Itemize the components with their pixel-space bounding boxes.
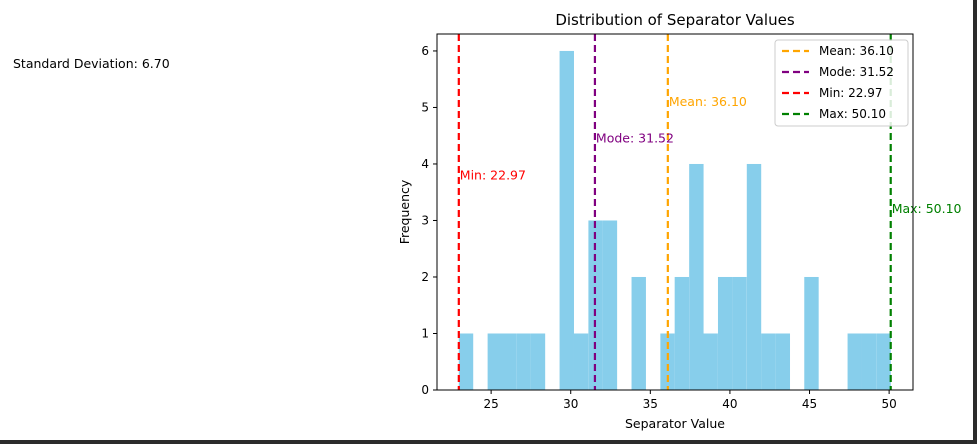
histogram-bar [660, 333, 675, 390]
histogram-bar [530, 333, 546, 390]
x-tick-label: 30 [563, 397, 578, 411]
histogram-bar [689, 163, 704, 390]
y-tick-label: 6 [421, 44, 429, 58]
y-tick-label: 4 [421, 157, 429, 171]
y-tick-label: 3 [421, 213, 429, 227]
histogram-bar [458, 333, 474, 390]
y-tick-label: 2 [421, 270, 429, 284]
plot-frame [436, 33, 914, 391]
x-tick-label: 50 [881, 397, 896, 411]
legend-entry: Max: 50.10 [819, 107, 886, 121]
histogram-bar [775, 333, 791, 390]
y-axis-label: Frequency [397, 179, 412, 244]
y-tick-label: 5 [421, 100, 429, 114]
histogram-bar [487, 333, 503, 390]
legend-entry: Mode: 31.52 [819, 65, 894, 79]
histogram-bar [559, 50, 574, 390]
x-axis-label: Separator Value [625, 416, 725, 431]
y-tick-label: 0 [421, 383, 429, 397]
reference-line-label: Mean: 36.10 [669, 94, 747, 109]
legend-box [774, 39, 909, 127]
std-dev-text: Standard Deviation: 6.70 [13, 56, 170, 71]
x-tick-label: 45 [802, 397, 817, 411]
histogram-bars [458, 50, 891, 390]
histogram-bar [516, 333, 531, 390]
x-tick-label: 25 [483, 397, 498, 411]
reference-line-label: Mode: 31.52 [596, 131, 674, 146]
chart-title: Distribution of Separator Values [555, 11, 795, 29]
x-tick-label: 40 [722, 397, 737, 411]
histogram-bar [588, 220, 603, 390]
histogram-bar [602, 220, 618, 390]
x-tick-label: 35 [643, 397, 658, 411]
histogram-bar [804, 276, 819, 390]
legend: Mean: 36.10 Mode: 31.52 Min: 22.97 Max: 50.… [774, 39, 909, 127]
histogram-bar [703, 333, 718, 390]
legend-entry: Min: 22.97 [819, 86, 883, 100]
histogram-bar [674, 276, 690, 390]
histogram-bar [876, 333, 891, 390]
histogram-bar [761, 333, 776, 390]
reference-line-label: Max: 50.10 [892, 201, 962, 216]
reference-line-label: Min: 22.97 [460, 167, 526, 182]
histogram-bar [847, 333, 862, 390]
histogram-bar [573, 333, 589, 390]
histogram-bar [717, 276, 733, 390]
histogram-bar [861, 333, 877, 390]
histogram-bar [501, 333, 517, 390]
histogram-bar [631, 276, 646, 390]
histogram-bar [746, 163, 762, 390]
legend-entry: Mean: 36.10 [819, 44, 894, 58]
y-tick-label: 1 [421, 326, 429, 340]
histogram-bar [732, 276, 747, 390]
